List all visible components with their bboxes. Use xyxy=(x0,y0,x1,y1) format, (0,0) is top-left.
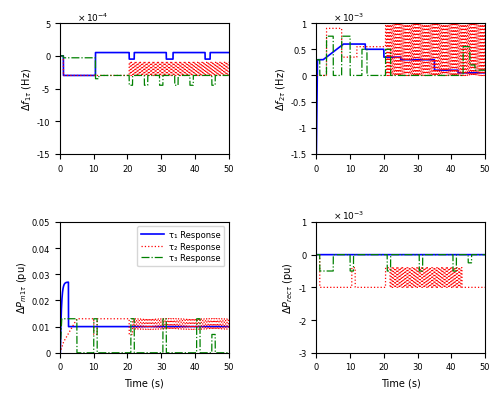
Text: $\times\,10^{-3}$: $\times\,10^{-3}$ xyxy=(333,209,364,222)
τ₁ Response xyxy=(64,280,70,285)
τ₃ Response xyxy=(57,350,63,355)
Line: τ₁ Response: τ₁ Response xyxy=(60,282,228,353)
τ₃ Response xyxy=(58,316,64,321)
Y-axis label: $\Delta f_{2\tau}$ (Hz): $\Delta f_{2\tau}$ (Hz) xyxy=(274,68,287,111)
τ₁ Response xyxy=(140,324,145,329)
τ₁ Response xyxy=(90,324,96,329)
τ₁ Response xyxy=(58,328,64,333)
τ₃ Response xyxy=(90,350,96,355)
τ₂ Response xyxy=(216,316,222,321)
τ₃ Response xyxy=(140,350,145,355)
τ₃ Response xyxy=(67,316,73,321)
τ₃ Response xyxy=(64,316,70,321)
τ₃ Response xyxy=(216,350,222,355)
τ₁ Response xyxy=(67,324,73,329)
τ₂ Response xyxy=(57,350,63,355)
τ₂ Response xyxy=(74,316,80,321)
τ₂ Response xyxy=(140,327,145,332)
Text: $\times\,10^{-4}$: $\times\,10^{-4}$ xyxy=(77,11,108,23)
τ₂ Response xyxy=(64,334,70,338)
Y-axis label: $\Delta f_{1\tau}$ (Hz): $\Delta f_{1\tau}$ (Hz) xyxy=(20,68,34,111)
τ₂ Response xyxy=(58,348,64,353)
τ₂ Response xyxy=(67,328,73,333)
τ₁ Response xyxy=(216,324,222,329)
X-axis label: Time (s): Time (s) xyxy=(381,377,420,387)
τ₁ Response xyxy=(66,280,71,285)
Legend: τ₁ Response, τ₂ Response, τ₃ Response: τ₁ Response, τ₂ Response, τ₃ Response xyxy=(137,227,224,267)
τ₃ Response xyxy=(226,350,232,355)
τ₁ Response xyxy=(57,350,63,355)
τ₁ Response xyxy=(226,324,232,329)
τ₂ Response xyxy=(90,316,96,321)
Y-axis label: $\Delta P_{m1\tau}$ (pu): $\Delta P_{m1\tau}$ (pu) xyxy=(15,261,29,314)
Line: τ₃ Response: τ₃ Response xyxy=(60,319,228,353)
X-axis label: Time (s): Time (s) xyxy=(124,377,164,387)
τ₂ Response xyxy=(226,327,232,332)
Text: $\times\,10^{-3}$: $\times\,10^{-3}$ xyxy=(333,11,364,23)
Y-axis label: $\Delta P_{rec\tau}$ (pu): $\Delta P_{rec\tau}$ (pu) xyxy=(282,262,296,314)
Line: τ₂ Response: τ₂ Response xyxy=(60,319,228,353)
τ₃ Response xyxy=(58,335,64,340)
